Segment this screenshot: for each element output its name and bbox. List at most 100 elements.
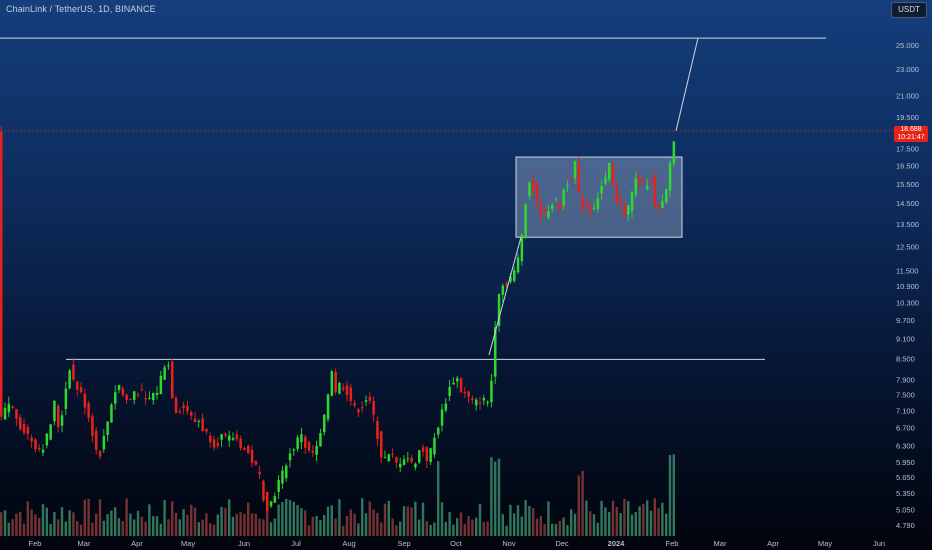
volume-bar: [53, 512, 56, 536]
candle-body: [437, 427, 440, 435]
volume-bar: [619, 513, 622, 536]
volume-bar: [285, 498, 288, 536]
price-tick-label: 17.500: [896, 145, 919, 154]
volume-bar: [300, 508, 303, 536]
volume-bar: [459, 512, 463, 536]
candle-body: [497, 293, 501, 326]
candle-body: [558, 201, 562, 209]
volume-bar: [646, 500, 649, 536]
candle-body: [133, 391, 136, 400]
volume-bar: [630, 514, 634, 536]
candle-body: [140, 389, 144, 391]
candle-body: [429, 448, 432, 463]
range-box: [515, 156, 683, 238]
volume-bar: [543, 523, 546, 536]
price-tick-label: 25.000: [896, 41, 919, 50]
candle-body: [440, 409, 444, 426]
volume-bar: [231, 516, 235, 536]
candle-body: [425, 447, 429, 461]
price-tick-label: 14.500: [896, 199, 919, 208]
candle-body: [304, 436, 307, 448]
symbol-title: ChainLink / TetherUS, 1D, BINANCE: [6, 4, 156, 14]
candle-body: [243, 448, 246, 451]
volume-bar: [262, 519, 265, 536]
candle-body: [106, 421, 109, 435]
volume-bar: [190, 504, 193, 536]
candle-body: [463, 392, 467, 394]
candle-body: [418, 450, 421, 463]
candle-body: [68, 370, 71, 389]
candle-body: [11, 406, 14, 408]
bar-countdown: 10:21:47: [897, 134, 925, 141]
volume-bar: [133, 519, 136, 536]
volume-bar: [585, 500, 588, 536]
candle-body: [668, 163, 672, 191]
candle-body: [589, 205, 592, 212]
volume-bar: [72, 512, 75, 536]
volume-bar: [315, 515, 318, 536]
volume-bar: [634, 512, 637, 536]
candle-body: [117, 384, 121, 390]
volume-bar: [547, 501, 550, 536]
volume-bar: [482, 522, 485, 536]
volume-bar: [34, 514, 37, 536]
candle-body: [190, 412, 193, 416]
volume-bar: [296, 505, 299, 536]
candle-body: [516, 257, 520, 273]
candle-body: [307, 442, 311, 451]
candle-body: [15, 409, 18, 419]
candle-body: [535, 184, 539, 203]
time-tick-label: Feb: [29, 539, 42, 548]
candle-body: [657, 204, 660, 208]
candle-body: [326, 394, 330, 420]
volume-bar: [509, 504, 512, 536]
candle-body: [642, 180, 645, 182]
candle-body: [228, 435, 231, 441]
candle-body: [288, 453, 292, 461]
candle-body: [661, 201, 664, 208]
volume-bar: [121, 521, 124, 536]
price-tick-label: 13.500: [896, 220, 919, 229]
volume-bar: [3, 510, 7, 536]
price-tick-label: 10.300: [896, 299, 919, 308]
volume-bar: [539, 515, 542, 536]
volume-bar: [604, 507, 607, 536]
volume-bar: [387, 500, 390, 536]
volume-bar: [326, 506, 330, 536]
price-tick-label: 5.050: [896, 506, 915, 515]
volume-bar: [642, 503, 645, 536]
candle-body: [174, 397, 178, 413]
candle-body: [600, 186, 603, 194]
volume-bar: [444, 521, 447, 536]
volume-bar: [163, 500, 166, 536]
volume-bar: [577, 475, 580, 536]
price-tick-label: 15.500: [896, 180, 919, 189]
candle-body: [30, 437, 33, 442]
candle-body: [387, 454, 391, 462]
candle-body: [129, 399, 132, 401]
volume-bar: [148, 504, 151, 536]
volume-bar: [110, 510, 113, 536]
candle-body: [258, 471, 261, 475]
volume-bar: [364, 513, 368, 536]
candle-body: [421, 447, 425, 452]
volume-bar: [64, 521, 67, 536]
volume-bar: [570, 509, 573, 536]
volume-bar: [425, 521, 428, 536]
currency-button[interactable]: USDT: [891, 2, 927, 18]
candle-body: [376, 420, 379, 439]
candle-body: [186, 406, 189, 412]
volume-bar: [372, 509, 375, 536]
candle-body: [178, 411, 182, 413]
candle-body: [566, 184, 569, 187]
candle-body: [197, 420, 201, 422]
candle-body: [3, 407, 7, 420]
price-tick-label: 11.500: [896, 267, 918, 276]
volume-bar: [307, 525, 311, 536]
volume-bar: [152, 516, 155, 536]
candle-body: [410, 457, 413, 462]
candle-body: [627, 205, 630, 215]
candle-body: [547, 211, 550, 218]
